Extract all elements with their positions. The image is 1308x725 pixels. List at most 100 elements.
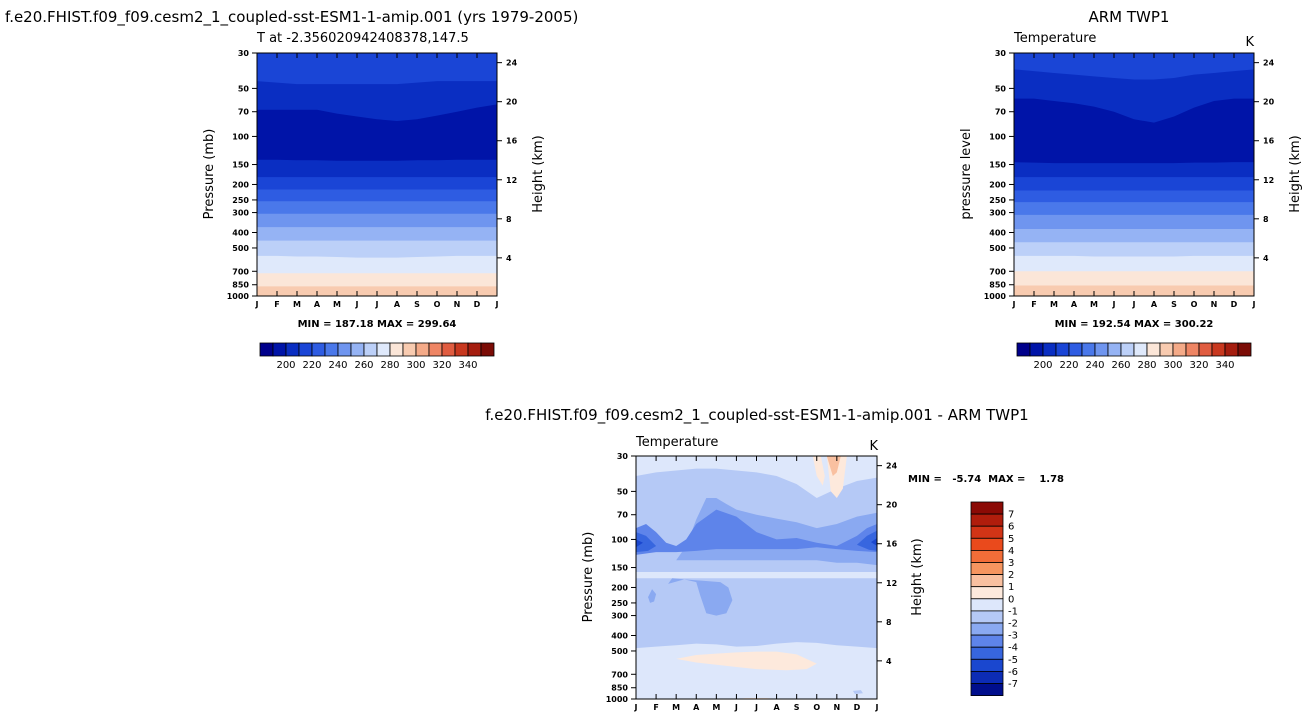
contour-band <box>856 530 877 551</box>
contour-band <box>812 456 825 486</box>
colorbar-label: 4 <box>1008 546 1014 557</box>
panel-obs-minmax: MIN = 192.54 MAX = 300.22 <box>1055 319 1214 330</box>
x-tick-label: J <box>255 300 259 309</box>
contour-band <box>826 456 841 476</box>
x-tick-label: F <box>1031 300 1036 309</box>
height-tick-label: 4 <box>886 657 892 666</box>
colorbar-label: -5 <box>1008 655 1018 666</box>
colorbar-box <box>285 342 300 357</box>
x-tick-label: A <box>394 300 401 309</box>
colorbar-box <box>970 658 1004 672</box>
colorbar-box <box>402 342 417 357</box>
height-tick-label: 12 <box>1263 176 1274 185</box>
colorbar-label: 260 <box>354 360 373 371</box>
y-tick-label: 200 <box>232 180 249 189</box>
x-tick-label: N <box>1211 300 1218 309</box>
colorbar-label: 320 <box>1189 360 1208 371</box>
x-tick-label: N <box>454 300 461 309</box>
panel-obs-ylabel: pressure level <box>959 128 974 219</box>
panel-model-plot-area <box>257 53 497 296</box>
x-tick-label: J <box>754 703 758 712</box>
colorbar-label: 240 <box>328 360 347 371</box>
contour-band <box>1014 53 1254 80</box>
colorbar-label: 340 <box>458 360 477 371</box>
y-tick-label: 850 <box>232 281 249 290</box>
x-tick-label: M <box>1090 300 1098 309</box>
x-tick-label: A <box>1151 300 1158 309</box>
y-tick-label: 100 <box>989 132 1006 141</box>
x-tick-label: D <box>1231 300 1238 309</box>
x-tick-label: M <box>672 703 680 712</box>
colorbar-box <box>1107 342 1122 357</box>
y-tick-label: 400 <box>989 229 1006 238</box>
colorbar-label: 3 <box>1008 558 1014 569</box>
panel-diff-title: f.e20.FHIST.f09_f09.cesm2_1_coupled-sst-… <box>485 406 1028 425</box>
colorbar-box <box>970 598 1004 612</box>
colorbar-label: -2 <box>1008 619 1018 630</box>
colorbar-label: 1 <box>1008 582 1014 593</box>
contour-band <box>668 578 733 616</box>
y-tick-label: 150 <box>232 161 249 170</box>
x-tick-label: F <box>653 703 658 712</box>
y-tick-label: 700 <box>611 670 628 679</box>
x-tick-label: O <box>813 703 820 712</box>
colorbar-box <box>1237 342 1252 357</box>
colorbar-box <box>970 646 1004 660</box>
colorbar-box <box>389 342 404 357</box>
y-tick-label: 850 <box>611 684 628 693</box>
x-tick-label: D <box>474 300 481 309</box>
x-tick-label: A <box>314 300 321 309</box>
y-tick-label: 30 <box>995 49 1007 58</box>
panel-diff-plot-area <box>636 456 877 699</box>
panel-model-title: f.e20.FHIST.f09_f09.cesm2_1_coupled-sst-… <box>5 8 578 27</box>
colorbar-label: 5 <box>1008 534 1014 545</box>
y-tick-label: 400 <box>611 632 628 641</box>
colorbar-box <box>467 342 482 357</box>
colorbar-box <box>311 342 326 357</box>
x-tick-label: M <box>293 300 301 309</box>
colorbar-label: 280 <box>1137 360 1156 371</box>
contour-band <box>648 589 657 603</box>
y-tick-label: 150 <box>989 161 1006 170</box>
y-tick-label: 200 <box>989 180 1006 189</box>
colorbar-box <box>970 513 1004 527</box>
colorbar-box <box>428 342 443 357</box>
panel-obs: ARM TWP1 Temperature K J F M A M J J A S O N D J 30 50… <box>959 8 1303 371</box>
x-tick-label: S <box>1171 300 1177 309</box>
colorbar-box <box>1029 342 1044 357</box>
panel-obs-colorbar: 200 220 240 260 280 300 320 340 <box>1016 342 1252 371</box>
colorbar-box <box>1133 342 1148 357</box>
y-tick-label: 250 <box>989 196 1006 205</box>
panel-obs-subtitle-left: Temperature <box>1013 31 1096 46</box>
panel-obs-axes: J F M A M J J A S O N D J 30 50 70 100 150 200 250 300 400 500… <box>984 49 1275 309</box>
colorbar-box <box>970 671 1004 684</box>
colorbar-label: 2 <box>1008 570 1014 581</box>
y-tick-label: 300 <box>611 612 628 621</box>
y-tick-label: 150 <box>611 564 628 573</box>
colorbar-label: 320 <box>432 360 451 371</box>
colorbar-label: 6 <box>1008 522 1014 533</box>
colorbar-label: 340 <box>1215 360 1234 371</box>
colorbar-label: 0 <box>1008 594 1014 605</box>
height-tick-label: 20 <box>506 98 518 107</box>
y-tick-label: 500 <box>611 647 628 656</box>
contour-band <box>636 578 877 649</box>
y-tick-label: 70 <box>238 108 250 117</box>
x-tick-label: J <box>1132 300 1136 309</box>
y-tick-label: 100 <box>232 132 249 141</box>
x-tick-label: M <box>1050 300 1058 309</box>
contour-band <box>870 538 877 547</box>
x-tick-label: N <box>833 703 840 712</box>
colorbar-box <box>970 683 1004 697</box>
panel-obs-subtitle-right: K <box>1245 35 1254 50</box>
height-tick-label: 16 <box>886 540 898 549</box>
panel-diff-axes: J F M A M J J A S O N D J 30 50 70 100 150 200 250 300 400 500… <box>606 452 898 712</box>
x-tick-label: J <box>634 703 638 712</box>
colorbar-box <box>259 342 274 357</box>
y-tick-label: 300 <box>989 209 1006 218</box>
height-tick-label: 8 <box>1263 215 1269 224</box>
y-tick-label: 700 <box>989 267 1006 276</box>
height-tick-label: 8 <box>886 618 892 627</box>
x-tick-label: J <box>375 300 379 309</box>
x-tick-label: F <box>274 300 279 309</box>
